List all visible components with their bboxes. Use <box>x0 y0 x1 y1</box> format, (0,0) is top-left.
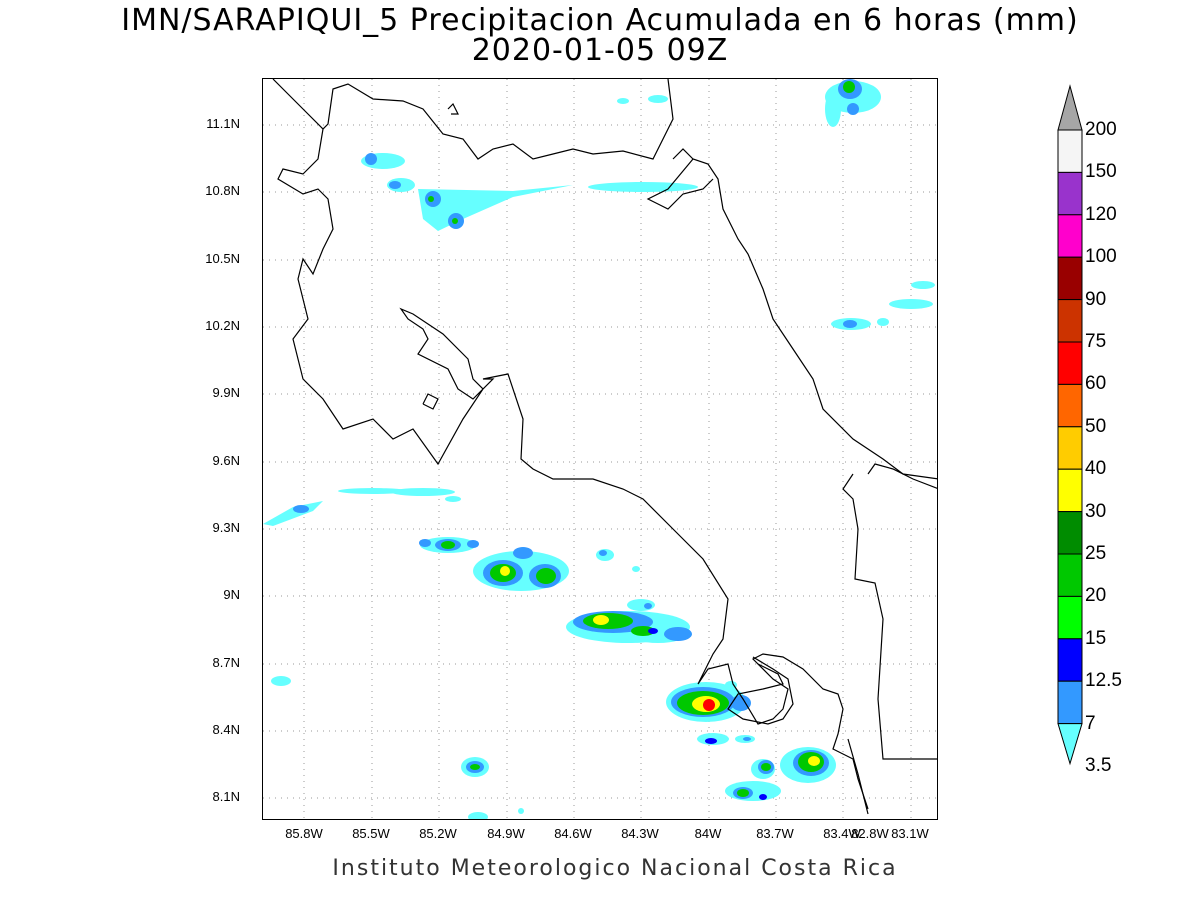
colorbar-swatch <box>1057 638 1083 682</box>
colorbar-swatch <box>1057 595 1083 640</box>
y-tick-label: 11.1N <box>206 116 240 131</box>
colorbar-swatch <box>1057 468 1083 513</box>
colorbar-label: 15 <box>1085 627 1107 649</box>
colorbar-swatch <box>1057 129 1083 173</box>
x-tick-label: 85.8W <box>285 826 323 841</box>
colorbar-swatch <box>1057 680 1083 725</box>
map-title: IMN/SARAPIQUI_5 Precipitacion Acumulada … <box>121 3 1079 38</box>
colorbar-label: 120 <box>1085 203 1117 225</box>
colorbar-label: 60 <box>1085 373 1107 395</box>
y-tick-label: 8.1N <box>212 789 240 804</box>
colorbar <box>1057 84 1083 766</box>
colorbar-label: 150 <box>1085 161 1117 183</box>
x-tick-label: 82.8W <box>851 826 889 841</box>
colorbar-swatch <box>1057 511 1083 555</box>
colorbar-label: 75 <box>1085 331 1107 352</box>
colorbar-label: 50 <box>1085 415 1107 437</box>
colorbar-swatch <box>1057 341 1083 385</box>
x-tick-label: 85.2W <box>419 826 457 841</box>
y-tick-label: 10.2N <box>205 318 240 333</box>
map-subtitle-datetime: 2020-01-05 09Z <box>471 33 729 68</box>
colorbar-swatch <box>1057 299 1083 343</box>
y-tick-label: 8.7N <box>212 655 240 670</box>
colorbar-bottom-arrow <box>1057 723 1083 766</box>
y-tick-label: 9.9N <box>212 385 240 400</box>
x-tick-label: 84.6W <box>554 826 592 841</box>
colorbar-label: 90 <box>1085 288 1107 310</box>
colorbar-label: 12.5 <box>1085 670 1122 692</box>
y-tick-label: 10.5N <box>205 251 240 266</box>
y-tick-label: 10.8N <box>205 183 240 198</box>
colorbar-swatch <box>1057 171 1083 216</box>
colorbar-swatch <box>1057 426 1083 470</box>
footer-institution: Instituto Meteorologico Nacional Costa R… <box>332 856 898 881</box>
y-tick-label: 8.4N <box>212 722 240 737</box>
colorbar-swatch <box>1057 256 1083 301</box>
colorbar-label: 7 <box>1085 712 1096 734</box>
y-tick-label: 9.3N <box>212 520 240 535</box>
colorbar-label: 25 <box>1085 543 1107 564</box>
x-tick-label: 84.3W <box>621 826 659 841</box>
y-tick-label: 9N <box>223 587 240 602</box>
colorbar-label: 3.5 <box>1085 755 1112 776</box>
colorbar-swatch <box>1057 383 1083 428</box>
colorbar-label: 30 <box>1085 500 1107 522</box>
colorbar-label: 100 <box>1085 246 1117 268</box>
colorbar-swatch <box>1057 214 1083 258</box>
colorbar-label: 40 <box>1085 458 1107 480</box>
x-tick-label: 85.5W <box>352 826 390 841</box>
coastlines <box>272 79 937 815</box>
colorbar-top-arrow <box>1057 84 1083 131</box>
x-tick-label: 84W <box>694 826 722 841</box>
x-tick-label: 83.7W <box>756 826 794 841</box>
x-tick-label: 83.1W <box>891 826 929 841</box>
colorbar-label: 200 <box>1085 119 1117 140</box>
precipitation-areas <box>263 79 935 819</box>
x-tick-label: 84.9W <box>487 826 525 841</box>
colorbar-label: 20 <box>1085 585 1107 607</box>
colorbar-swatch <box>1057 553 1083 597</box>
y-tick-label: 9.6N <box>212 453 240 468</box>
x-tick-label: 83.4W <box>823 826 861 841</box>
precipitation-map <box>262 78 938 820</box>
